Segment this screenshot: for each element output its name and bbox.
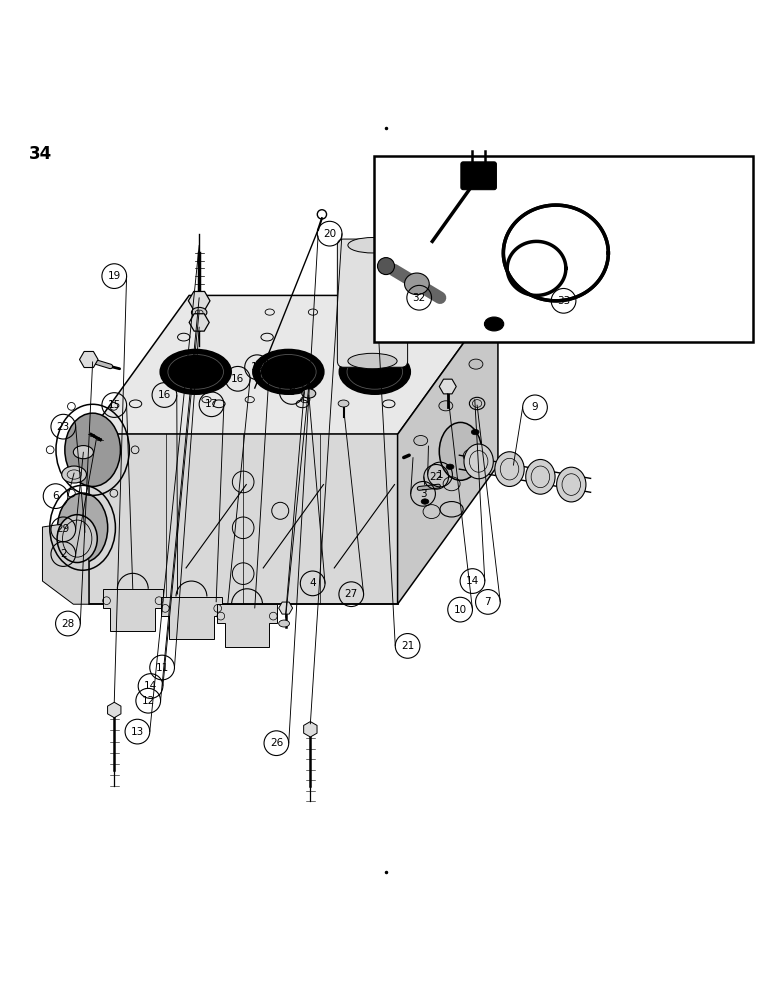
Ellipse shape — [57, 515, 97, 563]
Ellipse shape — [340, 349, 411, 394]
Text: 16: 16 — [157, 390, 171, 400]
Text: 13: 13 — [130, 727, 144, 737]
Ellipse shape — [65, 413, 120, 486]
Polygon shape — [103, 589, 163, 631]
Ellipse shape — [439, 422, 482, 480]
FancyBboxPatch shape — [461, 162, 496, 190]
Ellipse shape — [557, 467, 586, 502]
Ellipse shape — [464, 444, 493, 479]
Ellipse shape — [348, 238, 397, 253]
Ellipse shape — [414, 436, 428, 446]
Ellipse shape — [405, 273, 429, 295]
Text: 14: 14 — [144, 681, 157, 691]
Polygon shape — [89, 295, 498, 434]
Ellipse shape — [348, 353, 397, 369]
Ellipse shape — [526, 459, 555, 494]
Ellipse shape — [62, 466, 86, 483]
Polygon shape — [161, 596, 222, 639]
Ellipse shape — [495, 452, 524, 486]
Text: 10: 10 — [453, 605, 467, 615]
Polygon shape — [217, 604, 277, 647]
Ellipse shape — [302, 389, 316, 398]
Text: 21: 21 — [401, 641, 415, 651]
Text: 29: 29 — [56, 524, 70, 534]
Text: 11: 11 — [155, 663, 169, 673]
Ellipse shape — [469, 397, 485, 410]
Text: 32: 32 — [412, 293, 426, 303]
Text: 33: 33 — [557, 296, 571, 306]
Text: 22: 22 — [429, 472, 443, 482]
Text: 26: 26 — [269, 738, 283, 748]
Text: 15: 15 — [107, 400, 121, 410]
Text: 20: 20 — [323, 229, 337, 239]
Ellipse shape — [421, 499, 429, 504]
Ellipse shape — [469, 359, 483, 369]
Text: 34: 34 — [29, 145, 52, 163]
Ellipse shape — [438, 401, 452, 411]
Text: 9: 9 — [532, 402, 538, 412]
Text: 6: 6 — [52, 491, 59, 501]
Text: 2: 2 — [60, 549, 66, 559]
Text: 23: 23 — [56, 422, 70, 432]
Text: 28: 28 — [61, 619, 75, 629]
Ellipse shape — [446, 464, 454, 470]
Text: 4: 4 — [310, 578, 316, 588]
Ellipse shape — [191, 307, 207, 317]
Text: 19: 19 — [107, 271, 121, 281]
Ellipse shape — [471, 429, 479, 435]
Text: 18: 18 — [250, 362, 264, 372]
Ellipse shape — [253, 349, 324, 394]
Text: 8: 8 — [289, 387, 295, 397]
Text: 7: 7 — [485, 597, 491, 607]
Text: 12: 12 — [141, 696, 155, 706]
Text: 5: 5 — [294, 373, 300, 383]
Text: 3: 3 — [420, 489, 426, 499]
Text: 1: 1 — [437, 470, 443, 480]
Polygon shape — [398, 295, 498, 604]
Ellipse shape — [160, 349, 232, 394]
Ellipse shape — [484, 317, 503, 331]
Bar — [374, 156, 753, 342]
Text: 14: 14 — [466, 576, 479, 586]
Ellipse shape — [73, 446, 93, 459]
Polygon shape — [42, 522, 89, 604]
FancyBboxPatch shape — [337, 239, 408, 367]
Polygon shape — [89, 434, 398, 604]
Text: 27: 27 — [344, 589, 358, 599]
Ellipse shape — [279, 620, 290, 627]
Ellipse shape — [58, 493, 107, 563]
Ellipse shape — [378, 258, 394, 275]
Ellipse shape — [338, 400, 349, 407]
Text: 16: 16 — [231, 374, 245, 384]
Text: 17: 17 — [205, 399, 218, 409]
